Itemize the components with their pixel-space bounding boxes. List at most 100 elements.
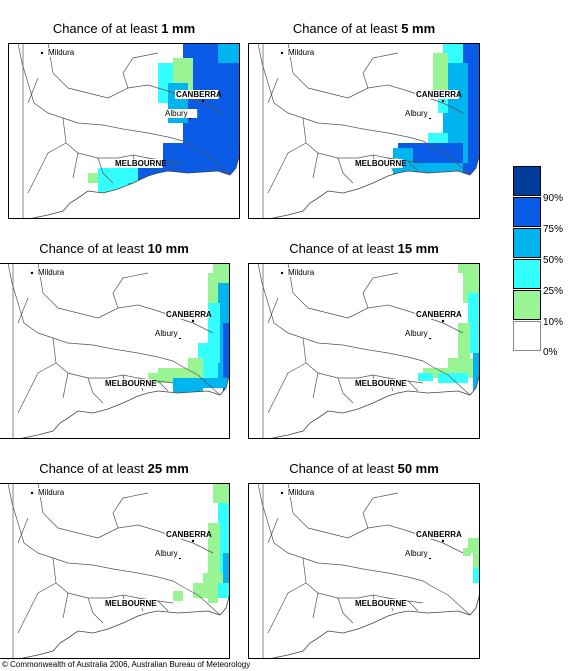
region-boundary bbox=[157, 600, 169, 612]
city-label-bg bbox=[37, 488, 76, 497]
probability-shading bbox=[418, 263, 480, 393]
city-label-mildura: Mildura bbox=[288, 268, 315, 277]
legend-swatch-50 bbox=[513, 228, 541, 258]
coastline bbox=[0, 592, 230, 659]
map-border bbox=[0, 263, 230, 439]
legend-label: 10% bbox=[543, 317, 564, 328]
region-boundary bbox=[287, 483, 349, 539]
probability-cell bbox=[473, 373, 480, 393]
region-boundary bbox=[267, 297, 279, 324]
region-boundary bbox=[287, 263, 349, 319]
region-boundary bbox=[267, 142, 307, 194]
coastline bbox=[248, 152, 480, 219]
map-border bbox=[8, 43, 240, 219]
map-10mm: Mildura CANBERRA Albury MELBOURNE bbox=[0, 263, 230, 439]
city-label-bg bbox=[104, 379, 153, 388]
map-1mm: Mildura CANBERRA Albury MELBOURNE bbox=[8, 43, 240, 219]
probability-cell bbox=[218, 583, 230, 598]
region-boundary bbox=[312, 592, 319, 619]
city-label-canberra: CANBERRA bbox=[416, 310, 462, 319]
city-label-bg bbox=[164, 109, 198, 118]
probability-cell bbox=[198, 378, 230, 388]
legend-swatch-90 bbox=[513, 166, 541, 196]
panel-title: Chance of at least 10 mm bbox=[39, 241, 189, 256]
city-label-bg bbox=[415, 90, 459, 99]
probability-cell bbox=[173, 378, 203, 393]
region-boundary bbox=[362, 272, 399, 309]
coastline bbox=[8, 152, 240, 219]
city-label-bg bbox=[287, 488, 326, 497]
city-label-bg bbox=[114, 159, 163, 168]
region-boundary bbox=[7, 263, 221, 396]
probability-cell bbox=[463, 548, 471, 556]
region-boundary bbox=[157, 380, 169, 392]
region-boundary bbox=[347, 304, 429, 319]
legend-label: 50% bbox=[543, 255, 564, 266]
map-border bbox=[0, 483, 230, 659]
probability-shading bbox=[148, 263, 230, 393]
map-50mm: Mildura CANBERRA Albury MELBOURNE bbox=[248, 483, 480, 659]
city-label-bg bbox=[154, 549, 188, 558]
region-boundary bbox=[427, 97, 464, 114]
probability-legend: 90% 75% 50% 25% 10% 0% bbox=[513, 166, 569, 358]
map-border bbox=[248, 43, 480, 219]
legend-label: 25% bbox=[543, 286, 564, 297]
city-label-mildura: Mildura bbox=[288, 488, 315, 497]
region-boundary bbox=[362, 52, 399, 89]
region-boundary bbox=[87, 377, 104, 404]
legend-swatch-25 bbox=[513, 259, 541, 289]
city-label-albury: Albury bbox=[405, 549, 428, 558]
region-boundary bbox=[337, 377, 354, 404]
city-label-bg bbox=[404, 549, 438, 558]
city-marker bbox=[40, 51, 44, 55]
region-boundary bbox=[87, 597, 104, 624]
region-boundary bbox=[257, 43, 471, 176]
region-boundary bbox=[97, 304, 179, 319]
probability-cell bbox=[473, 568, 480, 583]
city-marker bbox=[441, 539, 445, 543]
region-boundary bbox=[17, 517, 29, 544]
coastline bbox=[248, 592, 480, 659]
probability-cell bbox=[88, 173, 98, 183]
city-label-bg bbox=[37, 268, 76, 277]
city-marker bbox=[30, 271, 34, 275]
map-25mm: Mildura CANBERRA Albury MELBOURNE bbox=[0, 483, 230, 659]
region-boundary bbox=[347, 524, 429, 539]
city-label-bg bbox=[354, 379, 403, 388]
city-label-mildura: Mildura bbox=[38, 268, 65, 277]
city-label-mildura: Mildura bbox=[48, 48, 75, 57]
probability-cell bbox=[148, 373, 163, 383]
city-label-canberra: CANBERRA bbox=[176, 90, 222, 99]
sea-mask bbox=[0, 373, 230, 439]
city-label-melbourne: MELBOURNE bbox=[115, 159, 167, 168]
region-boundary bbox=[347, 84, 429, 99]
city-label-bg bbox=[404, 109, 438, 118]
city-label-canberra: CANBERRA bbox=[416, 530, 462, 539]
sea-mask bbox=[248, 373, 480, 439]
city-label-bg bbox=[154, 329, 188, 338]
probability-cell bbox=[208, 593, 218, 603]
city-label-mildura: Mildura bbox=[288, 48, 315, 57]
region-boundary bbox=[107, 84, 189, 99]
city-label-bg bbox=[104, 599, 153, 608]
city-label-bg bbox=[287, 48, 326, 57]
city-label-mildura: Mildura bbox=[38, 488, 65, 497]
region-boundary bbox=[362, 492, 399, 529]
region-boundary bbox=[312, 152, 319, 179]
sea-mask bbox=[8, 153, 240, 219]
region-boundary bbox=[62, 372, 69, 399]
city-marker bbox=[280, 51, 284, 55]
map-5mm: Mildura CANBERRA Albury MELBOURNE bbox=[248, 43, 480, 219]
region-boundary bbox=[112, 272, 149, 309]
city-label-canberra: CANBERRA bbox=[416, 90, 462, 99]
city-label-bg bbox=[165, 530, 209, 539]
city-label-bg bbox=[415, 310, 459, 319]
city-label-bg bbox=[165, 310, 209, 319]
city-label-canberra: CANBERRA bbox=[166, 310, 212, 319]
city-label-bg bbox=[404, 329, 438, 338]
city-label-melbourne: MELBOURNE bbox=[355, 379, 407, 388]
probability-cell bbox=[173, 591, 183, 601]
sea-mask bbox=[248, 153, 480, 219]
city-label-bg bbox=[415, 530, 459, 539]
region-boundary bbox=[27, 142, 67, 194]
